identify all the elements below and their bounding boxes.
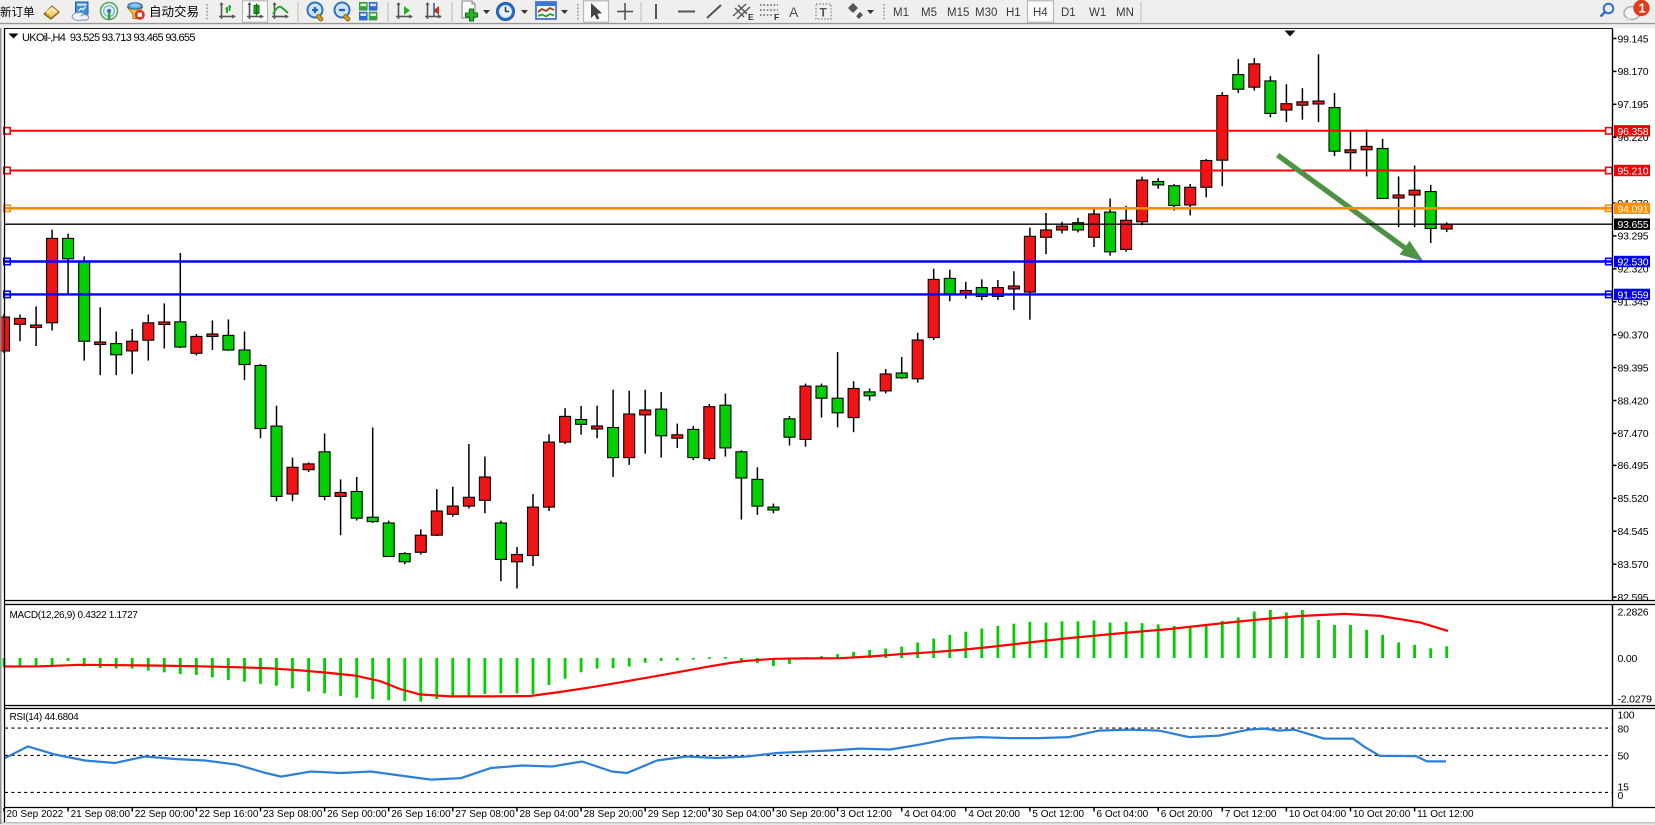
svg-text:7 Oct 12:00: 7 Oct 12:00	[1225, 809, 1277, 820]
svg-text:D1: D1	[1061, 7, 1076, 19]
svg-text:93.295: 93.295	[1618, 231, 1649, 243]
svg-text:20 Sep 2022: 20 Sep 2022	[7, 809, 64, 820]
svg-text:28 Sep 20:00: 28 Sep 20:00	[584, 809, 644, 820]
svg-text:85.520: 85.520	[1618, 493, 1649, 505]
svg-text:H4: H4	[1033, 7, 1048, 19]
svg-text:89.395: 89.395	[1618, 362, 1649, 374]
svg-text:M5: M5	[921, 7, 937, 19]
svg-text:90.370: 90.370	[1618, 330, 1649, 342]
svg-text:自动交易: 自动交易	[149, 4, 199, 19]
svg-text:96.358: 96.358	[1618, 126, 1649, 138]
svg-text:22 Sep 16:00: 22 Sep 16:00	[199, 809, 259, 820]
svg-text:W1: W1	[1089, 7, 1106, 19]
svg-text:27 Sep 08:00: 27 Sep 08:00	[455, 809, 515, 820]
svg-text:91.559: 91.559	[1618, 289, 1649, 301]
svg-text:1: 1	[1639, 2, 1646, 16]
svg-text:A: A	[789, 4, 799, 20]
svg-text:2.2826: 2.2826	[1618, 606, 1649, 618]
svg-text:M15: M15	[947, 7, 969, 19]
svg-text:21 Sep 08:00: 21 Sep 08:00	[71, 809, 131, 820]
svg-text:F: F	[774, 12, 779, 22]
svg-text:92.530: 92.530	[1618, 257, 1649, 269]
svg-text:MACD(12,26,9) 0.4322 1.1727: MACD(12,26,9) 0.4322 1.1727	[10, 610, 139, 621]
svg-text:4 Oct 04:00: 4 Oct 04:00	[904, 809, 956, 820]
svg-text:3 Oct 12:00: 3 Oct 12:00	[840, 809, 892, 820]
svg-text:26 Sep 00:00: 26 Sep 00:00	[327, 809, 387, 820]
svg-text:28 Sep 04:00: 28 Sep 04:00	[520, 809, 580, 820]
svg-text:80: 80	[1618, 723, 1630, 735]
svg-text:23 Sep 08:00: 23 Sep 08:00	[263, 809, 323, 820]
svg-text:95.210: 95.210	[1618, 166, 1649, 178]
svg-text:5 Oct 12:00: 5 Oct 12:00	[1032, 809, 1084, 820]
svg-text:6 Oct 04:00: 6 Oct 04:00	[1097, 809, 1149, 820]
svg-text:4 Oct 20:00: 4 Oct 20:00	[968, 809, 1020, 820]
svg-text:0.00: 0.00	[1618, 653, 1638, 665]
svg-text:100: 100	[1618, 709, 1635, 721]
svg-text:97.195: 97.195	[1618, 99, 1649, 111]
svg-text:83.570: 83.570	[1618, 559, 1649, 571]
svg-text:99.145: 99.145	[1618, 33, 1649, 45]
svg-text:86.495: 86.495	[1618, 460, 1649, 472]
svg-text:10 Oct 04:00: 10 Oct 04:00	[1289, 809, 1347, 820]
svg-text:30 Sep 04:00: 30 Sep 04:00	[712, 809, 772, 820]
svg-text:84.545: 84.545	[1618, 526, 1649, 538]
svg-text:94.091: 94.091	[1618, 203, 1649, 215]
svg-text:T: T	[820, 6, 828, 20]
svg-text:50: 50	[1618, 750, 1630, 762]
svg-text:6 Oct 20:00: 6 Oct 20:00	[1161, 809, 1213, 820]
svg-text:26 Sep 16:00: 26 Sep 16:00	[391, 809, 451, 820]
svg-text:22 Sep 00:00: 22 Sep 00:00	[135, 809, 195, 820]
svg-text:H1: H1	[1006, 7, 1021, 19]
svg-text:E: E	[748, 12, 754, 22]
svg-text:0: 0	[1618, 790, 1624, 802]
svg-text:88.420: 88.420	[1618, 395, 1649, 407]
svg-text:新订单: 新订单	[0, 5, 35, 19]
svg-text:93.655: 93.655	[1618, 219, 1649, 231]
svg-text:11 Oct 12:00: 11 Oct 12:00	[1417, 809, 1474, 820]
svg-text:M1: M1	[893, 7, 909, 19]
svg-text:15: 15	[1618, 782, 1630, 794]
svg-text:10 Oct 20:00: 10 Oct 20:00	[1353, 809, 1411, 820]
svg-text:RSI(14) 44.6804: RSI(14) 44.6804	[10, 712, 80, 723]
svg-text:98.170: 98.170	[1618, 66, 1649, 78]
svg-text:30 Sep 20:00: 30 Sep 20:00	[776, 809, 836, 820]
svg-text:M30: M30	[975, 7, 997, 19]
svg-text:87.470: 87.470	[1618, 428, 1649, 440]
svg-text:MN: MN	[1116, 7, 1134, 19]
svg-text:29 Sep 12:00: 29 Sep 12:00	[648, 809, 708, 820]
svg-text:-2.0279: -2.0279	[1618, 694, 1653, 706]
svg-text:UKOil-,H4 93.525 93.713 93.46: UKOil-,H4 93.525 93.713 93.465 93.655	[22, 32, 195, 44]
